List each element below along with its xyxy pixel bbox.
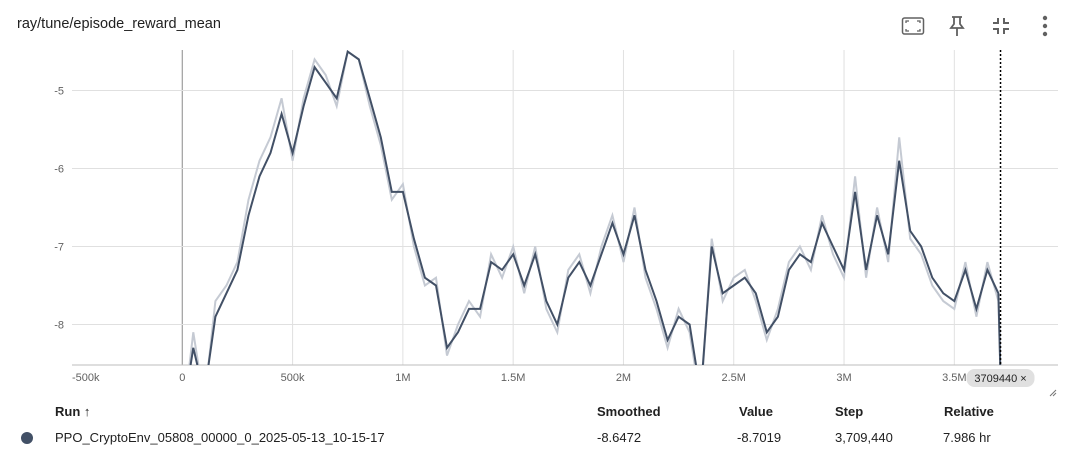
collapse-button[interactable]: [983, 12, 1019, 40]
x-tick-label: 2M: [616, 372, 631, 384]
more-options-button[interactable]: [1027, 12, 1063, 40]
smoothed-series-line: [189, 50, 1002, 365]
run-color-dot: [21, 432, 33, 444]
run-step: 3,709,440: [835, 430, 893, 445]
run-raw-value: -8.7019: [737, 430, 782, 445]
table-row: PPO_CryptoEnv_05808_00000_0_2025-05-13_1…: [0, 424, 1075, 450]
toolbar: [895, 12, 1063, 40]
x-tick-label: -500k: [72, 372, 100, 384]
hover-step-chip[interactable]: 3709440 ×: [966, 369, 1035, 387]
table-header: Run ↑ Smoothed Value Step Relative: [0, 398, 1075, 424]
header-value: Value: [739, 404, 773, 419]
fit-domain-button[interactable]: [895, 12, 931, 40]
pin-icon: [949, 16, 965, 36]
y-tick-label: -5: [54, 86, 64, 98]
x-tick-label: 3.5M: [942, 372, 966, 384]
line-chart[interactable]: -500k 0 500k 1M 1.5M 2M 2.5M 3M 3.5M -5 -6 -7 -8 370…: [0, 0, 1075, 400]
header-smoothed: Smoothed: [597, 404, 661, 419]
resize-handle[interactable]: [1049, 389, 1057, 397]
collapse-icon: [993, 18, 1009, 34]
pin-button[interactable]: [939, 12, 975, 40]
runs-table: Run ↑ Smoothed Value Step Relative PPO_C…: [0, 398, 1075, 450]
fit-domain-icon: [901, 17, 925, 35]
x-tick-label: 2.5M: [722, 372, 746, 384]
run-relative-time: 7.986 hr: [943, 430, 991, 445]
header-step: Step: [835, 404, 864, 419]
x-tick-label: 0: [179, 372, 185, 384]
y-tick-label: -7: [54, 241, 64, 253]
hover-step-label: 3709440 ×: [974, 373, 1026, 385]
header-run[interactable]: Run ↑: [55, 404, 91, 419]
x-tick-label: 1.5M: [501, 372, 525, 384]
run-smoothed-value: -8.6472: [597, 430, 642, 445]
x-tick-label: 1M: [395, 372, 410, 384]
y-tick-label: -6: [54, 164, 64, 176]
y-tick-label: -8: [54, 319, 64, 331]
header-relative: Relative: [944, 404, 994, 419]
x-tick-label: 3M: [836, 372, 851, 384]
card-title: ray/tune/episode_reward_mean: [17, 16, 221, 32]
more-vert-icon: [1042, 15, 1048, 37]
run-name: PPO_CryptoEnv_05808_00000_0_2025-05-13_1…: [55, 430, 385, 445]
x-tick-label: 500k: [281, 372, 305, 384]
